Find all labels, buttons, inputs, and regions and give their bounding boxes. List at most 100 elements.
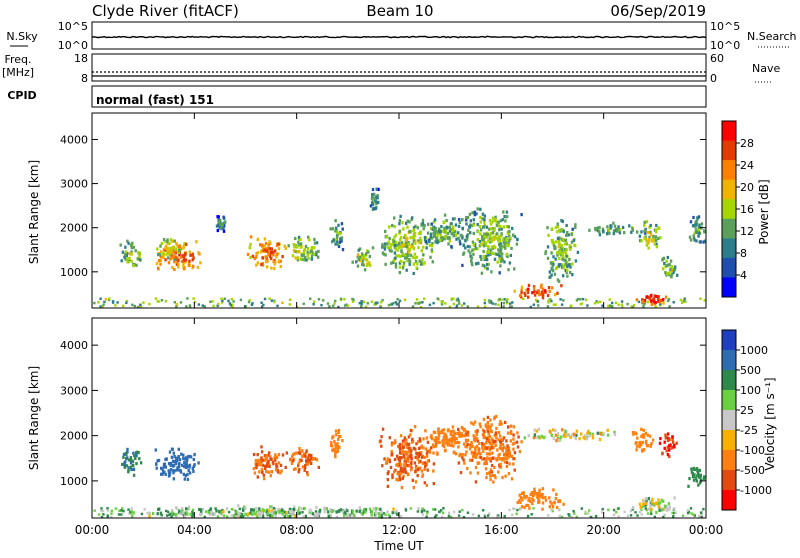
data-cell xyxy=(132,467,136,472)
data-cell xyxy=(270,470,273,474)
data-cell xyxy=(295,451,298,455)
data-cell xyxy=(247,300,251,304)
data-cell xyxy=(181,463,184,467)
data-cell xyxy=(159,258,162,263)
data-cell xyxy=(279,463,283,467)
data-cell xyxy=(635,448,638,452)
data-cell xyxy=(277,252,280,256)
data-cell xyxy=(398,265,402,269)
data-cell xyxy=(174,460,178,464)
data-cell xyxy=(260,456,263,461)
data-cell xyxy=(364,305,368,308)
data-cell xyxy=(490,423,493,427)
y-tick-label: 4000 xyxy=(60,339,88,352)
y-tick-label: 1000 xyxy=(60,266,88,279)
data-cell xyxy=(120,513,123,516)
data-cell xyxy=(608,231,611,235)
data-cell xyxy=(129,456,133,460)
data-cell xyxy=(405,457,408,461)
data-cell xyxy=(422,227,425,231)
data-cell xyxy=(342,510,345,514)
data-cell xyxy=(175,241,178,245)
data-cell xyxy=(413,425,417,429)
data-cell xyxy=(309,249,313,253)
data-cell xyxy=(428,303,432,307)
data-cell xyxy=(303,454,307,458)
data-cell xyxy=(416,226,420,230)
data-cell xyxy=(458,510,461,513)
data-cell xyxy=(268,240,271,244)
data-cell xyxy=(318,510,321,514)
data-cell xyxy=(306,253,309,257)
data-cell xyxy=(372,206,375,210)
data-cell xyxy=(399,462,403,467)
data-cell xyxy=(449,515,453,519)
data-cell xyxy=(442,444,446,449)
data-cell xyxy=(489,456,492,461)
data-cell xyxy=(444,433,448,437)
colorbar-segment xyxy=(722,199,736,220)
data-cell xyxy=(629,514,633,517)
data-cell xyxy=(388,237,391,241)
data-cell xyxy=(189,455,193,459)
data-cell xyxy=(172,477,175,481)
data-cell xyxy=(588,509,591,512)
data-cell xyxy=(383,247,387,251)
data-cell xyxy=(518,499,521,503)
data-cell xyxy=(626,302,629,306)
data-cell xyxy=(498,271,501,275)
data-cell xyxy=(556,505,559,510)
data-cell xyxy=(408,464,411,468)
data-cell xyxy=(437,239,441,243)
data-cell xyxy=(494,432,497,436)
data-cell xyxy=(588,434,591,438)
data-cell xyxy=(288,514,292,518)
data-cell xyxy=(499,462,502,466)
data-cell xyxy=(506,457,509,461)
data-cell xyxy=(457,427,460,431)
data-cell xyxy=(446,226,449,230)
data-cell xyxy=(424,429,427,433)
data-cell xyxy=(547,514,550,517)
data-cell xyxy=(471,458,474,462)
data-cell xyxy=(274,511,277,515)
data-cell xyxy=(697,514,701,518)
data-cell xyxy=(306,473,309,477)
data-cell xyxy=(568,258,571,262)
data-cell xyxy=(247,512,250,516)
data-cell xyxy=(330,240,334,244)
data-cell xyxy=(226,515,229,518)
data-cell xyxy=(122,455,125,459)
data-cell xyxy=(310,254,314,259)
data-cell xyxy=(655,230,658,234)
x-tick-label: 16:00 xyxy=(484,523,519,537)
data-cell xyxy=(351,297,354,301)
data-cell xyxy=(638,502,642,506)
data-cell xyxy=(336,449,339,453)
data-cell xyxy=(267,453,270,457)
data-cell xyxy=(124,252,127,256)
data-cell xyxy=(500,437,504,441)
data-cell xyxy=(420,223,423,227)
data-cell xyxy=(551,241,554,245)
data-cell xyxy=(126,456,129,460)
data-cell xyxy=(168,246,172,250)
data-cell xyxy=(529,499,532,504)
data-cell xyxy=(563,242,567,246)
data-cell xyxy=(419,236,422,240)
data-cell xyxy=(419,262,423,266)
data-cell xyxy=(209,300,212,303)
data-cell xyxy=(110,509,113,513)
data-cell xyxy=(612,508,616,512)
data-cell xyxy=(269,457,272,461)
data-cell xyxy=(644,228,647,232)
data-cell xyxy=(409,428,413,432)
data-cell xyxy=(183,460,186,465)
data-cell xyxy=(274,468,278,472)
data-cell xyxy=(508,305,512,308)
data-cell xyxy=(309,456,313,461)
data-cell xyxy=(556,250,559,255)
data-cell xyxy=(254,459,258,463)
data-cell xyxy=(649,509,653,513)
